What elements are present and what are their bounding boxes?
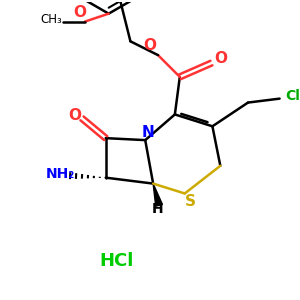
Text: O: O xyxy=(69,108,82,123)
Text: O: O xyxy=(214,51,227,66)
Text: NH₂: NH₂ xyxy=(46,167,75,181)
Text: Cl: Cl xyxy=(285,89,300,103)
Text: H: H xyxy=(151,202,163,216)
Text: O: O xyxy=(144,38,157,53)
Text: CH₃: CH₃ xyxy=(40,13,62,26)
Text: HCl: HCl xyxy=(99,252,134,270)
Text: N: N xyxy=(142,125,155,140)
Text: S: S xyxy=(185,194,196,209)
Polygon shape xyxy=(153,184,162,206)
Text: O: O xyxy=(74,5,86,20)
